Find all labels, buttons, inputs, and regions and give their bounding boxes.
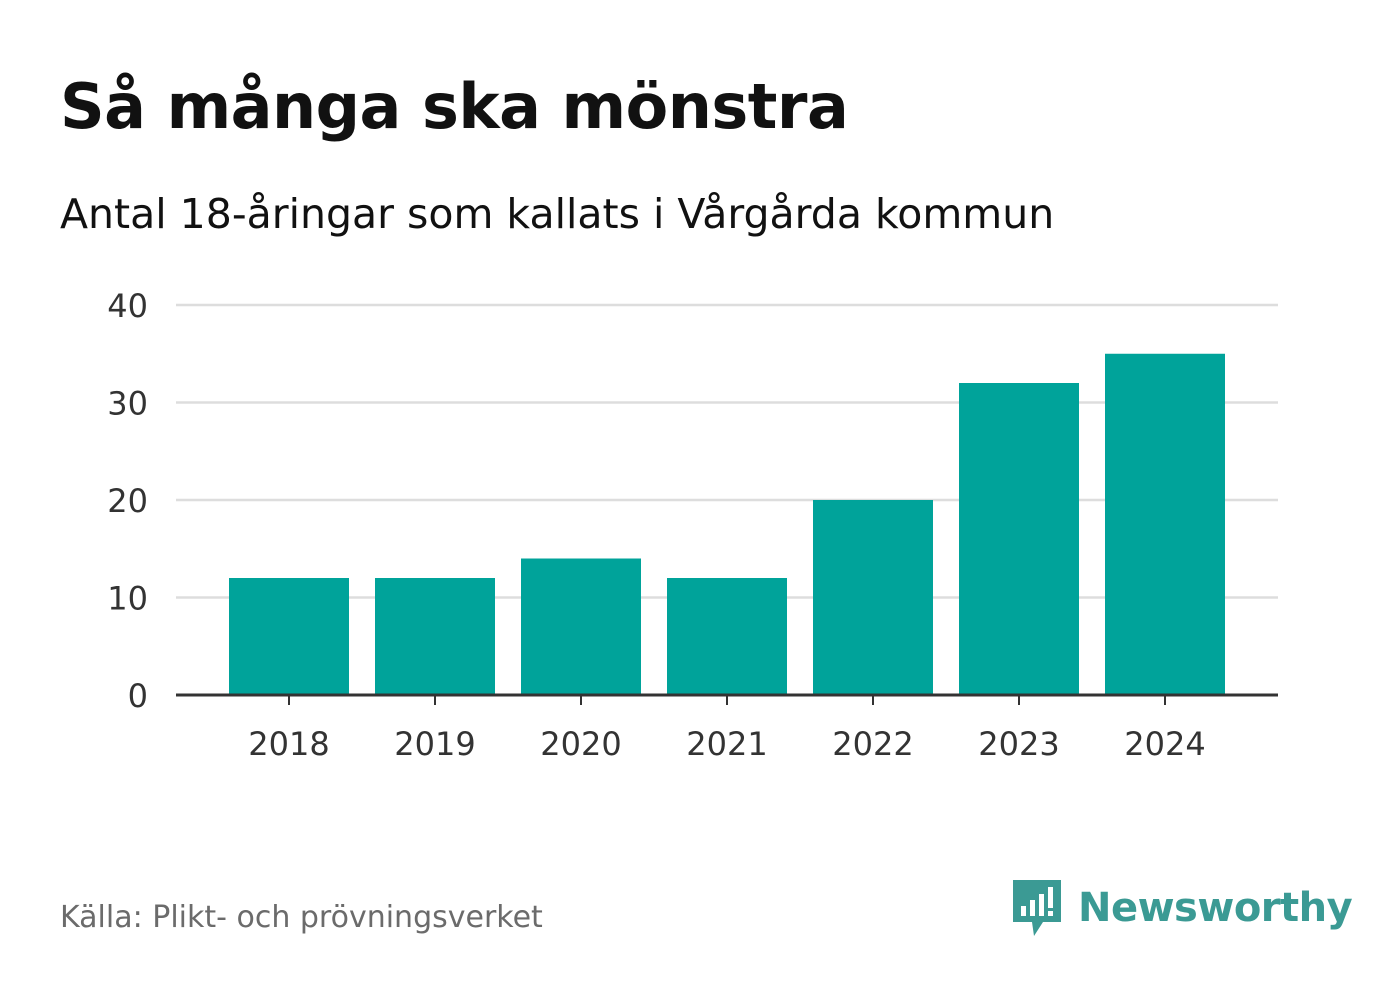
y-tick-label: 20 xyxy=(107,482,148,520)
bar-2020 xyxy=(521,558,641,695)
x-tick-label: 2023 xyxy=(978,725,1059,763)
bars xyxy=(229,353,1225,695)
chart-subtitle: Antal 18-åringar som kallats i Vårgårda … xyxy=(60,190,1055,238)
bar-2019 xyxy=(375,578,495,695)
x-tick-label: 2021 xyxy=(686,725,767,763)
x-tick-label: 2020 xyxy=(540,725,621,763)
brand-logo: Newsworthy xyxy=(1010,878,1353,938)
bar-2021 xyxy=(667,578,787,695)
source-note: Källa: Plikt- och prövningsverket xyxy=(60,900,543,935)
bar-2024 xyxy=(1105,353,1225,695)
y-tick-label: 40 xyxy=(107,287,148,325)
y-tick-label: 30 xyxy=(107,385,148,423)
x-tick-label: 2019 xyxy=(394,725,475,763)
y-tick-label: 10 xyxy=(107,580,148,618)
x-tick-label: 2024 xyxy=(1124,725,1205,763)
brand-name: Newsworthy xyxy=(1078,885,1353,931)
axes: 0 10 20 30 40 2018 2019 2020 2021 2022 2023 2024 xyxy=(107,287,1278,763)
bar-2022 xyxy=(813,500,933,695)
chart-title: Så många ska mönstra xyxy=(60,70,849,143)
newsworthy-logo-icon xyxy=(1013,880,1061,936)
bar-2018 xyxy=(229,578,349,695)
y-tick-label: 0 xyxy=(128,677,148,715)
bar-2023 xyxy=(959,383,1079,695)
x-tick-label: 2022 xyxy=(832,725,913,763)
x-tick-label: 2018 xyxy=(248,725,329,763)
